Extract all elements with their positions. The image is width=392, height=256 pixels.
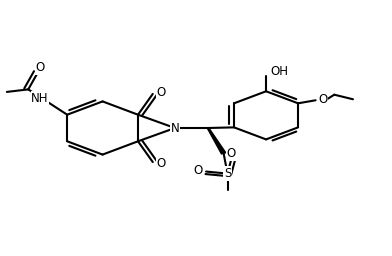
Polygon shape — [207, 128, 226, 154]
Text: NH: NH — [31, 92, 49, 105]
Text: O: O — [227, 147, 236, 160]
Text: N: N — [171, 122, 179, 134]
Text: OH: OH — [271, 65, 289, 78]
Text: O: O — [35, 61, 45, 74]
Text: O: O — [157, 86, 166, 99]
Text: O: O — [318, 92, 327, 105]
Text: O: O — [157, 157, 166, 170]
Text: S: S — [224, 167, 231, 180]
Text: O: O — [193, 164, 202, 177]
